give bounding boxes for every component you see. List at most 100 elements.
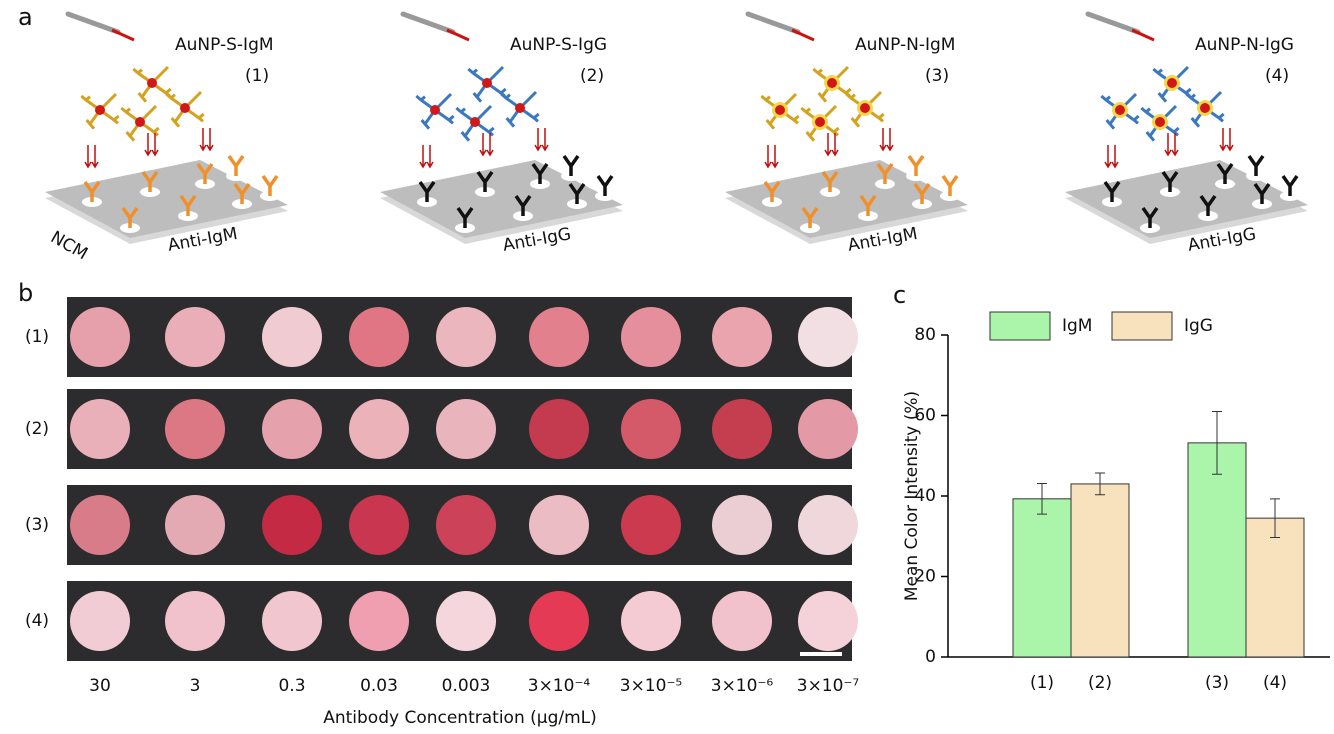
- membrane: [45, 160, 288, 238]
- nanoparticle: [815, 117, 825, 127]
- nanoparticle: [1200, 103, 1210, 113]
- concentration-label: 3×10⁻⁵: [620, 676, 682, 696]
- scheme: AuNP-S-IgM(1)Anti-IgM: [45, 14, 288, 256]
- arrow: [207, 128, 213, 150]
- concentration-label: 30: [89, 676, 111, 696]
- membrane: [1065, 160, 1308, 238]
- row-label: (3): [25, 515, 49, 535]
- test-spot: [70, 399, 130, 459]
- test-spot: [621, 399, 681, 459]
- test-spot: [165, 399, 225, 459]
- arrow: [145, 133, 151, 155]
- y-tick-label: 80: [914, 325, 936, 345]
- test-spot: [349, 591, 409, 651]
- arrow: [772, 145, 778, 167]
- test-spot: [712, 307, 772, 367]
- scheme-number: (4): [1265, 66, 1289, 86]
- arrow: [1165, 133, 1171, 155]
- test-spot: [798, 591, 858, 651]
- nanoparticle: [515, 103, 525, 113]
- scheme: AuNP-N-IgM(3)Anti-IgM: [725, 14, 968, 256]
- x-axis-title: Antibody Concentration (µg/mL): [323, 708, 597, 728]
- test-spot: [529, 591, 589, 651]
- pipette-tip: [1132, 30, 1154, 40]
- y-tick-label: 20: [914, 567, 936, 587]
- concentration-label: 0.03: [360, 676, 398, 696]
- arrow: [887, 128, 893, 150]
- arrow: [1227, 128, 1233, 150]
- bar: [1013, 499, 1071, 657]
- panel-label: a: [18, 3, 33, 31]
- nanoparticle: [95, 105, 105, 115]
- membrane-label: NCM: [47, 227, 91, 264]
- nanoparticle: [482, 78, 492, 88]
- test-spot: [70, 307, 130, 367]
- test-spot: [262, 495, 322, 555]
- legend-swatch: [990, 312, 1050, 340]
- membrane: [380, 160, 623, 238]
- nanoparticle: [1167, 78, 1177, 88]
- nanoparticle: [1155, 117, 1165, 127]
- pipette: [403, 14, 453, 32]
- nanoparticle: [147, 78, 157, 88]
- test-spot: [349, 399, 409, 459]
- test-spot: [621, 495, 681, 555]
- scheme-number: (3): [925, 66, 949, 86]
- test-spot: [349, 307, 409, 367]
- pipette-tip: [792, 30, 814, 40]
- arrow: [1112, 145, 1118, 167]
- concentration-label: 0.003: [442, 676, 491, 696]
- test-spot: [165, 591, 225, 651]
- test-spot: [262, 307, 322, 367]
- legend-swatch: [1112, 312, 1172, 340]
- test-spot: [621, 591, 681, 651]
- test-spot: [798, 399, 858, 459]
- test-spot: [436, 495, 496, 555]
- test-spot: [165, 307, 225, 367]
- pipette: [1088, 14, 1138, 32]
- arrow: [480, 133, 486, 155]
- x-tick-label: (4): [1263, 673, 1287, 693]
- test-spot: [262, 591, 322, 651]
- probe-name: AuNP-N-IgG: [1195, 35, 1294, 55]
- bar: [1246, 518, 1304, 657]
- y-tick-label: 40: [914, 486, 936, 506]
- test-spot: [621, 307, 681, 367]
- pipette: [68, 14, 118, 32]
- probe-name: AuNP-S-IgG: [510, 35, 607, 55]
- panel-label: c: [893, 281, 906, 309]
- nanoparticle: [1115, 105, 1125, 115]
- membrane: [725, 160, 968, 238]
- y-tick-label: 60: [914, 406, 936, 426]
- test-spot: [529, 399, 589, 459]
- bar: [1071, 484, 1129, 657]
- nanoparticle: [180, 103, 190, 113]
- nanoparticle: [430, 105, 440, 115]
- scheme-number: (2): [580, 66, 604, 86]
- arrow: [85, 145, 91, 167]
- bar: [1188, 443, 1246, 657]
- x-tick-label: (1): [1030, 673, 1054, 693]
- test-spot: [712, 495, 772, 555]
- test-spot: [262, 399, 322, 459]
- test-spot: [529, 307, 589, 367]
- nanoparticle: [470, 117, 480, 127]
- row-label: (4): [25, 611, 49, 631]
- arrow: [825, 133, 831, 155]
- panel-label: b: [18, 279, 33, 307]
- pipette-tip: [112, 30, 134, 40]
- arrow: [200, 128, 206, 150]
- nanoparticle: [827, 78, 837, 88]
- nanoparticle: [860, 103, 870, 113]
- test-spot: [70, 591, 130, 651]
- concentration-label: 3×10⁻⁴: [528, 676, 591, 696]
- arrow: [880, 128, 886, 150]
- concentration-label: 3×10⁻⁶: [711, 676, 774, 696]
- concentration-label: 0.3: [278, 676, 305, 696]
- scheme-number: (1): [245, 66, 269, 86]
- figure: a b c Antibody Concentration (µg/mL) Mea…: [0, 0, 1334, 734]
- arrow: [1220, 128, 1226, 150]
- arrow: [535, 128, 541, 150]
- test-spot: [529, 495, 589, 555]
- arrow: [765, 145, 771, 167]
